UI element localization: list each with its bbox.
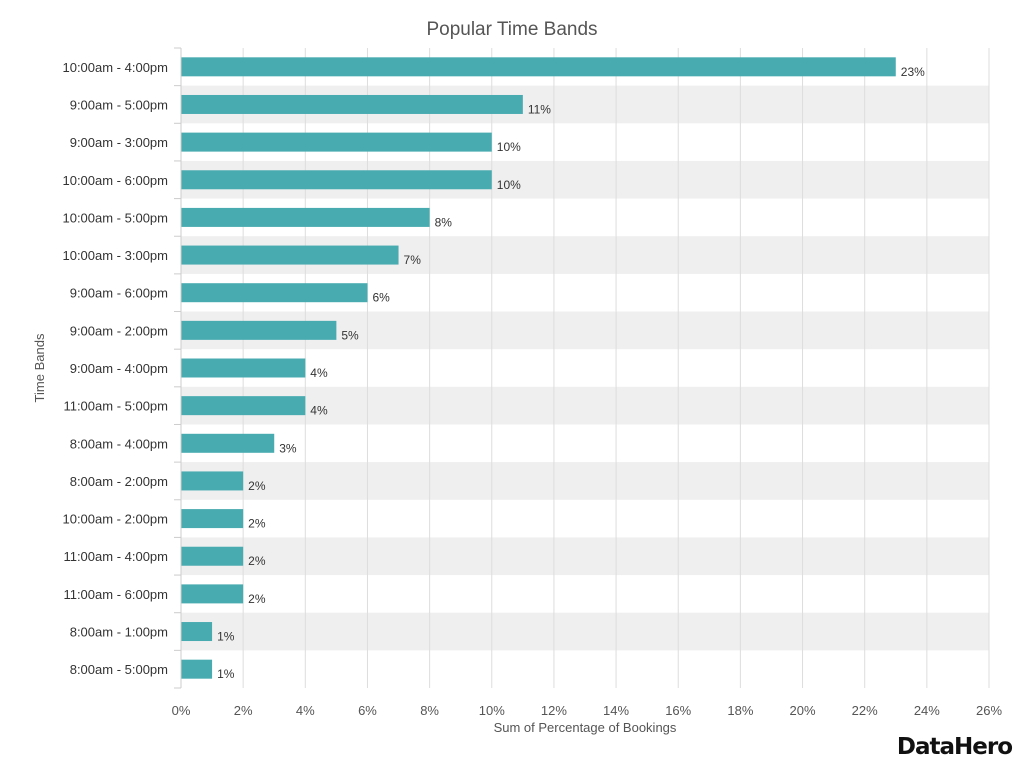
x-tick-label: 14% [603,703,629,718]
data-labels: 23% 11% 10% 10% 8% 7% 6% 5% 4% 4% 3% 2% 2% 2% 2% 1% 1% [217,65,925,681]
category-label: 8:00am - 5:00pm [70,662,168,677]
x-tick-label: 4% [296,703,315,718]
data-label: 10% [497,178,521,192]
data-label: 1% [217,667,235,681]
x-tick-label: 18% [727,703,753,718]
category-label: 8:00am - 2:00pm [70,474,168,489]
data-label: 23% [901,65,925,79]
x-tick-label: 24% [914,703,940,718]
data-label: 1% [217,630,235,644]
category-label: 10:00am - 4:00pm [62,60,168,75]
bar [181,509,244,529]
x-axis-title: Sum of Percentage of Bookings [494,720,677,735]
y-axis-ticks [174,47,181,689]
category-label: 9:00am - 5:00pm [70,97,168,112]
bar [181,94,523,114]
y-axis-title: Time Bands [32,333,47,402]
category-label: 10:00am - 5:00pm [62,210,168,225]
datahero-logo: DataHero [896,734,1013,760]
x-tick-label: 16% [665,703,691,718]
category-label: 9:00am - 6:00pm [70,286,168,301]
category-label: 10:00am - 2:00pm [62,512,168,527]
row-band [181,462,989,500]
category-label: 10:00am - 6:00pm [62,173,168,188]
bar [181,471,244,491]
bar [181,396,306,416]
x-tick-label: 8% [420,703,439,718]
data-label: 11% [528,102,551,116]
bar [181,659,213,679]
category-label: 8:00am - 1:00pm [70,625,168,640]
data-label: 10% [497,140,521,154]
bar [181,358,306,378]
x-tick-label: 0% [172,703,191,718]
bar [181,546,244,566]
category-label: 9:00am - 4:00pm [70,361,168,376]
x-tick-label: 12% [541,703,567,718]
x-tick-labels: 0% 2% 4% 6% 8% 10% 12% 14% 16% 18% 20% 22% 24% 26% [172,703,1003,718]
data-label: 8% [435,215,453,229]
data-label: 2% [248,517,266,531]
bar [181,132,492,152]
category-label: 11:00am - 5:00pm [63,399,168,414]
chart-title: Popular Time Bands [426,19,597,40]
bar [181,283,368,303]
data-label: 5% [341,328,359,342]
category-label: 8:00am - 4:00pm [70,436,168,451]
bar [181,433,275,453]
data-label: 4% [310,404,328,418]
category-labels: 10:00am - 4:00pm 9:00am - 5:00pm 9:00am - … [62,60,168,677]
x-tick-label: 26% [976,703,1002,718]
category-label: 9:00am - 2:00pm [70,323,168,338]
row-band [181,537,989,576]
row-bands [181,85,989,651]
x-tick-label: 2% [234,703,253,718]
bar [181,245,399,265]
bar [181,207,430,227]
bar [181,170,492,190]
x-tick-label: 6% [358,703,377,718]
category-label: 11:00am - 4:00pm [63,549,168,564]
bar [181,320,337,340]
category-label: 9:00am - 3:00pm [70,135,168,150]
bar [181,584,244,604]
data-label: 6% [372,291,390,305]
row-band [181,386,989,425]
row-band [181,612,989,651]
category-label: 11:00am - 6:00pm [63,587,168,602]
bars [181,57,896,679]
bar [181,622,213,642]
data-label: 3% [279,441,297,455]
x-tick-label: 10% [479,703,505,718]
data-label: 2% [248,554,266,568]
bar [181,57,896,77]
data-label: 7% [404,253,422,267]
data-label: 4% [310,366,328,380]
x-tick-label: 22% [852,703,878,718]
x-tick-label: 20% [790,703,816,718]
data-label: 2% [248,479,266,493]
category-label: 10:00am - 3:00pm [62,248,168,263]
data-label: 2% [248,592,266,606]
